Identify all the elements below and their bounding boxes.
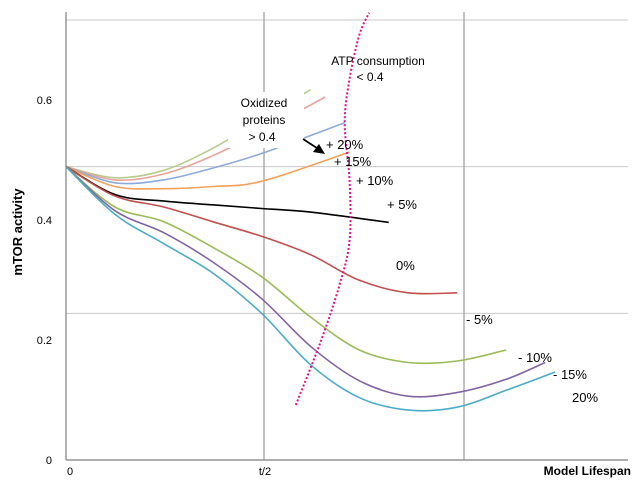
x-tick-label: t/2 [259, 466, 271, 478]
grid [66, 12, 628, 460]
series-line [65, 151, 350, 190]
series-line [65, 166, 556, 412]
series-label-minus20: 20% [572, 390, 598, 405]
x-tick-label: 0 [67, 466, 73, 478]
oxidized-note-line: Oxidized [241, 96, 288, 110]
notes: Oxidized proteins > 0.4 ATP consumption … [228, 54, 425, 154]
y-tick-label: 0.4 [37, 215, 52, 227]
series-line [65, 166, 507, 365]
y-axis-label: mTOR activity [10, 188, 25, 276]
series-label-plus10: + 10% [356, 173, 394, 188]
y-tick-label: 0.2 [37, 335, 52, 347]
atp-note-line: < 0.4 [356, 70, 383, 84]
y-tick-label: 0.6 [37, 95, 52, 107]
axes: mTOR activity Model Lifespan 0 0.2 0.4 0… [10, 12, 631, 478]
atp-note-line: ATP consumption [331, 54, 425, 68]
oxidized-note-line: > 0.4 [248, 130, 275, 144]
series-label-minus10: - 10% [518, 350, 552, 365]
series-label-plus20: + 20% [326, 137, 364, 152]
series-line [65, 166, 458, 295]
x-axis-label: Model Lifespan [544, 464, 631, 478]
series-label-minus15: - 15% [553, 367, 587, 382]
oxidized-note-line: proteins [243, 113, 286, 127]
oxidized-arrow-head [313, 144, 325, 154]
series-line [65, 166, 546, 398]
series-lines [65, 89, 556, 412]
series-label-minus5: - 5% [466, 312, 493, 327]
series-label-plus15: + 15% [334, 154, 372, 169]
series-labels: + 20% + 15% + 10% + 5% 0% - 5% - 10% - 1… [326, 137, 598, 405]
oxidized-note-bg [228, 92, 304, 148]
atp-threshold-line [294, 12, 371, 406]
series-label-zero: 0% [396, 258, 415, 273]
series-line [65, 166, 389, 224]
series-label-plus5: + 5% [387, 197, 417, 212]
y-tick-label: 0 [46, 455, 52, 467]
annotations [294, 12, 371, 406]
